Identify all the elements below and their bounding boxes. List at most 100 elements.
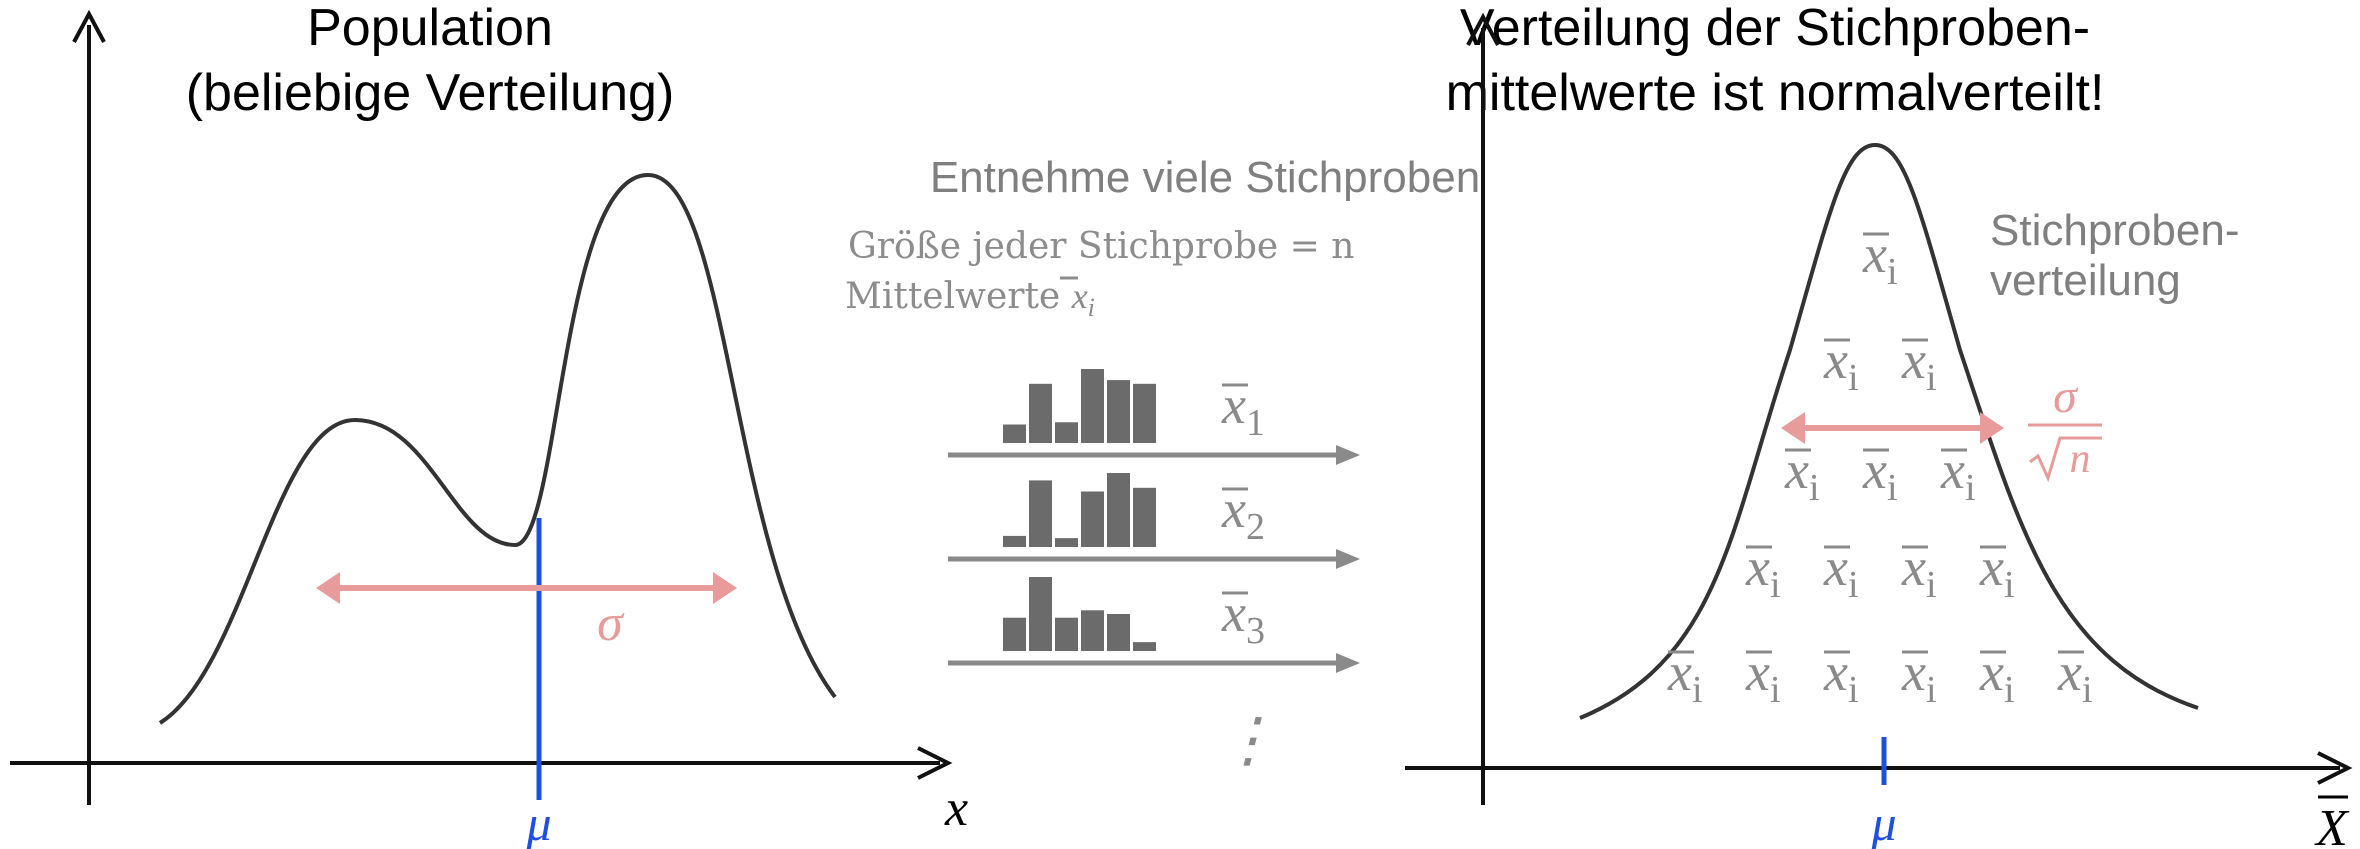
left-panel: Population (beliebige Verteilung) x μ σ	[10, 0, 968, 849]
mean-marker: xi	[1940, 440, 1976, 509]
mean-marker: xi	[1979, 642, 2015, 711]
mean-marker: xi	[1667, 642, 1703, 711]
mean-marker: xi	[1901, 330, 1937, 399]
mean-marker-subscript: i	[1926, 564, 1937, 606]
mean-marker-subscript: i	[2004, 564, 2015, 606]
sample-1-histogram-bar	[1003, 424, 1026, 443]
mean-marker: xi	[1823, 642, 1859, 711]
mean-marker-subscript: i	[1848, 669, 1859, 711]
sample-mean-symbol: x	[1221, 479, 1246, 539]
means-note: Mittelwerte xi	[845, 276, 1095, 322]
sampling-distribution-curve	[1579, 142, 2199, 720]
left-mu-label: μ	[525, 795, 551, 849]
mean-marker-symbol: x	[1979, 642, 2004, 702]
mean-marker-subscript: i	[2004, 669, 2015, 711]
sqrt-symbol	[2029, 436, 2102, 483]
sampling-distribution-label-line1: Stichproben-	[1990, 206, 2239, 255]
mean-marker: xi	[1901, 537, 1937, 606]
mean-marker-symbol: x	[1823, 330, 1848, 390]
means-note-subscript: i	[1088, 293, 1095, 322]
left-sigma-label: σ	[597, 595, 625, 652]
sample-2-histogram-bar	[1133, 487, 1156, 547]
mean-marker-subscript: i	[1926, 357, 1937, 399]
middle-panel: Entnehme viele Stichproben Größe jeder S…	[845, 153, 1480, 773]
sample-3-histogram-bar	[1133, 642, 1156, 651]
sample-3-histogram-bar	[1003, 617, 1026, 651]
sample-mean-subscript: 2	[1246, 506, 1265, 548]
means-note-symbol: x	[1071, 276, 1088, 316]
mean-marker-subscript: i	[1770, 564, 1781, 606]
mean-marker-symbol: x	[1901, 330, 1926, 390]
mean-marker-subscript: i	[1887, 467, 1898, 509]
sample-3-histogram-bar	[1081, 610, 1104, 651]
mean-marker-symbol: x	[1940, 440, 1965, 500]
right-y-axis-arrowhead	[1466, 12, 1500, 46]
mean-marker-subscript: i	[2082, 669, 2093, 711]
mean-marker-symbol: x	[1901, 537, 1926, 597]
left-sigma-arrowhead-left	[316, 572, 340, 604]
sample-1-arrowhead	[1336, 445, 1360, 465]
mean-marker-symbol: x	[1745, 537, 1770, 597]
mean-marker-subscript: i	[1809, 467, 1820, 509]
sample-size-note: Größe jeder Stichprobe = n	[848, 226, 1354, 267]
right-mu-label: μ	[1870, 795, 1896, 849]
middle-heading: Entnehme viele Stichproben	[930, 153, 1480, 202]
mean-marker-subscript: i	[1692, 669, 1703, 711]
sample-mean-subscript: 3	[1246, 610, 1265, 652]
left-title-line2: (beliebige Verteilung)	[186, 64, 675, 122]
sample-1-histogram-bar	[1055, 422, 1078, 443]
mean-marker: xi	[1862, 224, 1898, 293]
mean-marker: xi	[1745, 537, 1781, 606]
mean-marker-symbol: x	[1667, 642, 1692, 702]
mean-marker-symbol: x	[2057, 642, 2082, 702]
left-title-line1: Population	[307, 0, 553, 57]
mean-marker-symbol: x	[1745, 642, 1770, 702]
sample-mean-symbol: x	[1221, 583, 1246, 643]
mean-marker-symbol: x	[1823, 537, 1848, 597]
right-spread-arrowhead-right	[1980, 412, 2004, 444]
sample-row-3: x3	[948, 577, 1360, 673]
sample-1-histogram-bar	[1133, 383, 1156, 443]
mean-marker-symbol: x	[1862, 224, 1887, 284]
sample-2-mean-label: x2	[1221, 479, 1265, 548]
sample-3-arrowhead	[1336, 653, 1360, 673]
mean-marker: xi	[1823, 330, 1859, 399]
mean-marker: xi	[2057, 642, 2093, 711]
mean-marker-symbol: x	[1862, 440, 1887, 500]
sample-1-histogram-bar	[1029, 383, 1052, 443]
mean-marker-subscript: i	[1887, 251, 1898, 293]
mean-marker-symbol: x	[1901, 642, 1926, 702]
mean-marker-symbol: x	[1784, 440, 1809, 500]
sample-1-mean-label: x1	[1221, 375, 1265, 444]
sample-1-histogram-bar	[1081, 369, 1104, 443]
sample-2-histogram-bar	[1081, 491, 1104, 547]
right-x-axis-arrowhead	[2317, 751, 2353, 785]
right-title-line2: mittelwerte ist normalverteilt!	[1446, 64, 2105, 122]
means-note-text: Mittelwerte	[845, 276, 1060, 317]
sample-1-histogram-bar	[1107, 380, 1130, 443]
spread-denominator: n	[2070, 436, 2091, 482]
sample-3-histogram-bar	[1055, 617, 1078, 651]
right-x-axis-label: X	[2314, 800, 2350, 849]
population-density-curve	[158, 172, 837, 725]
sample-2-histogram-bar	[1003, 535, 1026, 547]
mean-marker-subscript: i	[1848, 357, 1859, 399]
mean-marker: xi	[1901, 642, 1937, 711]
sample-3-mean-label: x3	[1221, 583, 1265, 652]
mean-marker-subscript: i	[1926, 669, 1937, 711]
sample-mean-subscript: 1	[1246, 402, 1265, 444]
mean-marker-symbol: x	[1979, 537, 2004, 597]
sample-row-1: x1	[948, 369, 1360, 465]
mean-marker: xi	[1745, 642, 1781, 711]
sample-2-histogram-bar	[1107, 473, 1130, 547]
sample-3-histogram-bar	[1107, 614, 1130, 651]
sampling-distribution-label-line2: verteilung	[1990, 256, 2181, 305]
mean-marker: xi	[1979, 537, 2015, 606]
right-spread-arrowhead-left	[1781, 412, 1805, 444]
mean-marker-subscript: i	[1965, 467, 1976, 509]
sample-2-histogram-bar	[1029, 480, 1052, 547]
right-title-line1: Verteilung der Stichproben-	[1460, 0, 2090, 57]
mean-marker-symbol: x	[1823, 642, 1848, 702]
